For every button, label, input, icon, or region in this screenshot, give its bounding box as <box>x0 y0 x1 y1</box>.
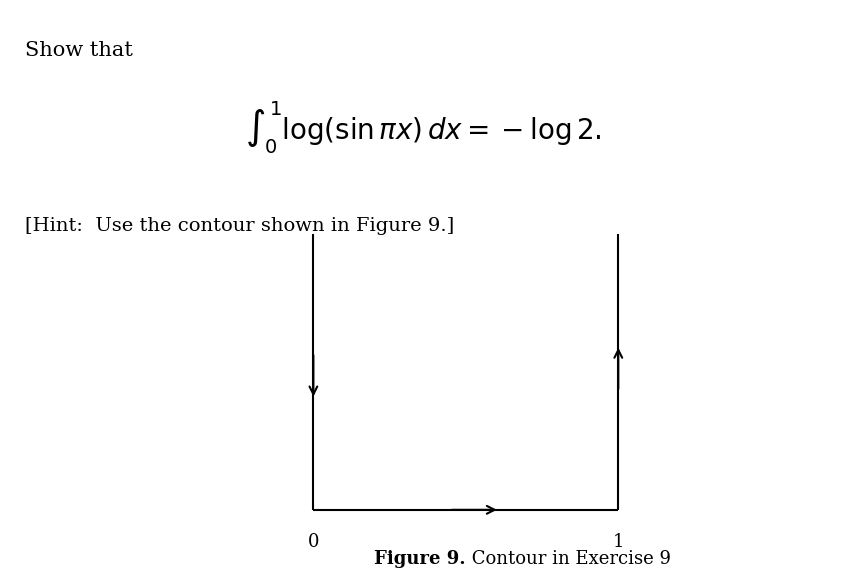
Text: [Hint:  Use the contour shown in Figure 9.]: [Hint: Use the contour shown in Figure 9… <box>25 217 455 235</box>
Text: Contour in Exercise 9: Contour in Exercise 9 <box>466 550 671 568</box>
Text: Show that: Show that <box>25 41 133 60</box>
Text: $\int_0^1 \log(\sin \pi x)\,dx = -\log 2.$: $\int_0^1 \log(\sin \pi x)\,dx = -\log 2… <box>245 100 602 156</box>
Text: Figure 9.: Figure 9. <box>374 550 466 568</box>
Text: 0: 0 <box>307 533 319 551</box>
Text: 1: 1 <box>612 533 624 551</box>
